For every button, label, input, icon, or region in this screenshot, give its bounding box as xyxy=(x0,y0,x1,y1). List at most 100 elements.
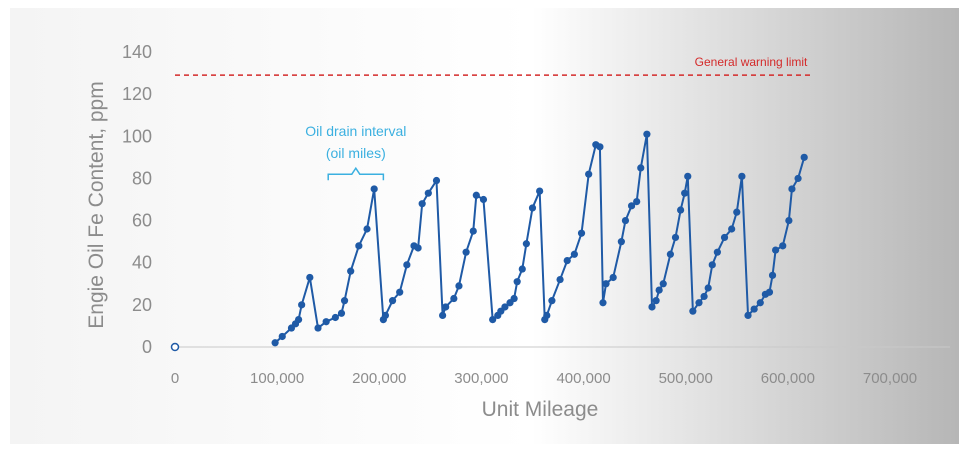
oil-drain-interval-brace xyxy=(327,166,385,181)
data-point xyxy=(528,204,537,212)
data-point xyxy=(450,294,458,303)
oil-drain-interval-label: Oil drain interval xyxy=(305,123,406,139)
data-point xyxy=(306,273,314,282)
data-point xyxy=(627,202,636,210)
y-tick-label: 40 xyxy=(132,253,152,273)
data-point xyxy=(677,206,685,214)
data-point xyxy=(738,172,746,180)
data-point xyxy=(388,297,397,305)
y-tick-label: 100 xyxy=(122,126,152,146)
x-tick-label: 400,000 xyxy=(556,370,610,387)
data-point xyxy=(271,339,279,347)
data-point xyxy=(355,242,363,250)
data-point xyxy=(695,299,703,307)
data-point xyxy=(681,189,689,197)
origin-data-point xyxy=(170,342,180,352)
fe-content-data-points xyxy=(271,130,808,347)
data-point xyxy=(704,284,712,292)
x-tick-label: 700,000 xyxy=(863,370,917,387)
data-point xyxy=(396,288,404,296)
data-point xyxy=(577,229,586,237)
data-point xyxy=(556,275,564,284)
data-point xyxy=(655,286,663,294)
data-point xyxy=(501,303,509,311)
data-point xyxy=(403,261,411,269)
data-point xyxy=(602,280,610,288)
data-point xyxy=(765,288,774,296)
data-point xyxy=(414,244,422,252)
data-point xyxy=(462,248,470,256)
data-point xyxy=(744,311,752,319)
data-point xyxy=(708,261,716,269)
data-point xyxy=(768,271,777,279)
y-tick-labels: 0 20 40 60 80 100 120 140 xyxy=(122,42,152,357)
y-tick-label: 120 xyxy=(122,84,152,104)
y-tick-label: 80 xyxy=(132,168,152,188)
data-point xyxy=(788,185,796,193)
data-point xyxy=(756,299,764,307)
data-point xyxy=(510,294,518,303)
data-point xyxy=(479,195,488,204)
data-point xyxy=(599,299,607,307)
data-point xyxy=(518,265,526,273)
data-point xyxy=(469,227,477,235)
data-point xyxy=(347,267,355,275)
x-tick-label: 200,000 xyxy=(352,370,406,387)
data-point xyxy=(472,191,480,199)
data-point xyxy=(617,238,625,246)
y-tick-label: 20 xyxy=(132,295,152,315)
data-point xyxy=(442,303,450,311)
data-point xyxy=(652,297,660,305)
data-point xyxy=(522,240,530,248)
y-tick-label: 0 xyxy=(142,337,152,357)
data-point xyxy=(633,198,641,206)
data-point xyxy=(684,172,692,180)
data-point xyxy=(596,143,604,151)
y-axis-label: Engie Oil Fe Content, ppm xyxy=(85,81,108,328)
data-point xyxy=(750,305,758,313)
warning-limit-label: General warning limit xyxy=(695,55,808,69)
data-point xyxy=(548,297,556,305)
data-point xyxy=(621,216,630,225)
data-point xyxy=(424,189,432,197)
data-point xyxy=(728,225,736,233)
data-point xyxy=(455,282,463,290)
data-point xyxy=(314,324,322,332)
data-point xyxy=(294,316,303,324)
data-point xyxy=(713,248,721,256)
data-point xyxy=(700,292,708,301)
y-tick-label: 140 xyxy=(122,42,152,62)
data-point xyxy=(439,311,447,319)
data-point xyxy=(772,246,780,254)
data-point xyxy=(643,130,651,138)
x-tick-label: 600,000 xyxy=(761,370,815,387)
data-point xyxy=(418,200,426,208)
data-point xyxy=(637,164,645,172)
data-point xyxy=(689,307,697,315)
data-point xyxy=(800,153,808,161)
data-point xyxy=(381,311,390,319)
data-point xyxy=(536,187,544,195)
data-point xyxy=(648,303,656,311)
data-point xyxy=(609,273,617,282)
data-point xyxy=(666,250,674,258)
data-point xyxy=(513,278,521,286)
data-point xyxy=(785,216,793,225)
y-tick-label: 60 xyxy=(132,211,152,231)
x-tick-label: 0 xyxy=(171,370,179,387)
data-point xyxy=(543,311,551,319)
x-tick-label: 500,000 xyxy=(659,370,713,387)
data-point xyxy=(278,332,286,341)
x-tick-label: 300,000 xyxy=(454,370,508,387)
x-tick-label: 100,000 xyxy=(250,370,304,387)
data-point xyxy=(489,316,497,324)
data-point xyxy=(563,257,571,265)
data-point xyxy=(322,318,330,326)
data-point xyxy=(720,233,729,242)
x-axis-label: Unit Mileage xyxy=(482,398,599,421)
data-point xyxy=(659,280,667,288)
x-tick-labels: 0 100,000 200,000 300,000 400,000 500,000 600,… xyxy=(171,370,917,387)
data-point xyxy=(337,309,346,317)
